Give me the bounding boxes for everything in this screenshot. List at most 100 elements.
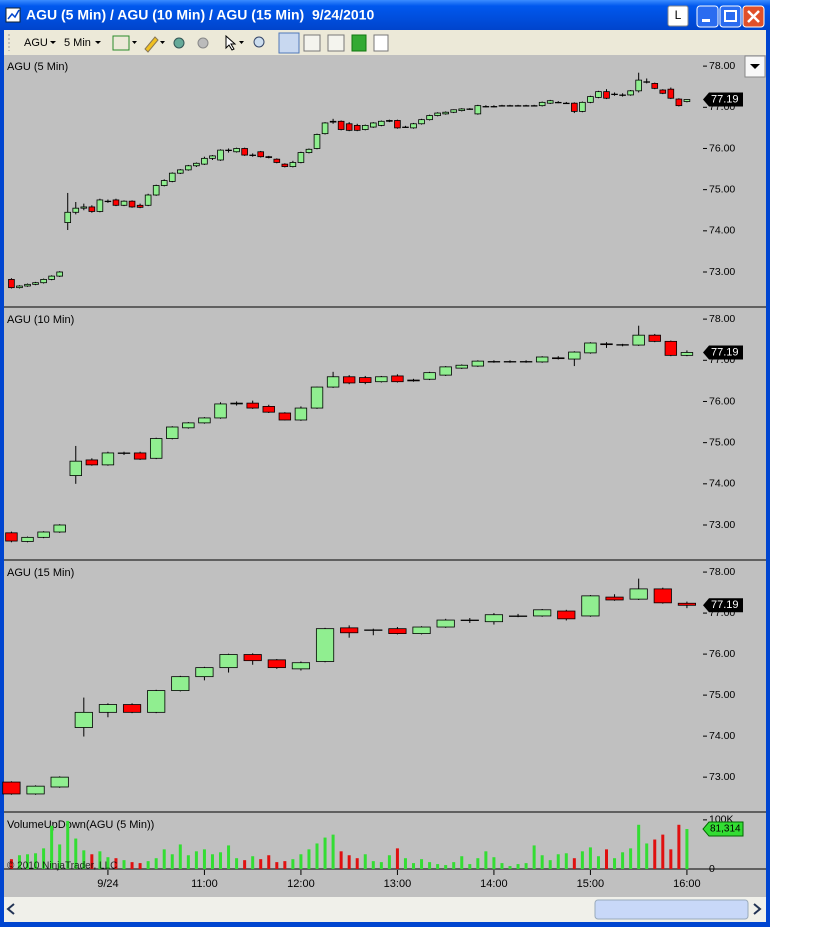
candle-body bbox=[291, 662, 311, 670]
volume-bar bbox=[588, 847, 592, 869]
candle-body bbox=[117, 452, 131, 454]
dropdown-arrow bbox=[160, 41, 165, 44]
candle-body bbox=[342, 376, 356, 384]
volume-bar bbox=[130, 862, 134, 869]
candle-body bbox=[442, 111, 449, 115]
dropdown-arrow bbox=[132, 41, 137, 44]
x-tick-label: 9/24 bbox=[97, 878, 118, 890]
volume-bar bbox=[347, 855, 351, 869]
candle-body bbox=[455, 364, 468, 369]
candle-body bbox=[487, 361, 501, 363]
volume-bar bbox=[580, 851, 584, 869]
volume-bar bbox=[363, 854, 367, 869]
chart-style-button[interactable] bbox=[112, 35, 130, 51]
candle-body bbox=[533, 609, 552, 617]
indicator-button[interactable] bbox=[173, 37, 185, 49]
app-icon-graph bbox=[7, 9, 20, 20]
window-title: AGU (5 Min) / AGU (10 Min) / AGU (15 Min… bbox=[26, 7, 374, 23]
y-tick-label: 76.00 bbox=[709, 142, 735, 154]
candle-body bbox=[361, 125, 369, 130]
last-price-marker bbox=[703, 345, 743, 360]
volume-bar bbox=[323, 837, 327, 869]
candle-body bbox=[48, 275, 55, 280]
volume-bar bbox=[387, 855, 391, 869]
candle-body bbox=[72, 207, 80, 213]
candle-body bbox=[193, 162, 200, 167]
y-tick-label: 73.00 bbox=[709, 266, 735, 278]
chart-trader-button[interactable] bbox=[278, 32, 300, 54]
candle-body bbox=[241, 148, 248, 156]
candle-body bbox=[375, 376, 388, 383]
volume-bar bbox=[572, 858, 576, 869]
scroll-right[interactable] bbox=[753, 903, 762, 915]
volume-bar bbox=[492, 857, 496, 869]
volume-bar bbox=[243, 860, 247, 869]
maximize-button[interactable] bbox=[719, 5, 742, 28]
properties-button[interactable] bbox=[327, 34, 345, 52]
y-tick-label: 73.00 bbox=[709, 519, 735, 531]
strategy-button[interactable] bbox=[197, 37, 209, 49]
volume-bar bbox=[524, 863, 528, 869]
x-tick-label: 15:00 bbox=[577, 878, 605, 890]
candle-body bbox=[305, 148, 313, 153]
panel-menu-arrow bbox=[750, 64, 760, 69]
draw-tool-button[interactable] bbox=[144, 36, 159, 53]
candle-body bbox=[50, 776, 69, 788]
zoom-button[interactable] bbox=[253, 36, 265, 48]
volume-bar bbox=[283, 861, 287, 869]
y-tick-label: 74.00 bbox=[709, 730, 735, 742]
candle-body bbox=[313, 134, 321, 149]
candle-body bbox=[209, 155, 216, 159]
volume-bar bbox=[307, 849, 311, 869]
candle-body bbox=[605, 596, 624, 601]
interval-selector[interactable]: 5 Min bbox=[64, 37, 91, 49]
candle-body bbox=[147, 690, 166, 713]
volume-bar bbox=[275, 862, 279, 869]
candle-body bbox=[168, 172, 176, 182]
scroll-left[interactable] bbox=[6, 903, 15, 915]
volume-bar bbox=[50, 825, 54, 869]
instrument-selector[interactable]: AGU bbox=[24, 37, 48, 49]
volume-bar bbox=[500, 863, 504, 869]
volume-bar bbox=[178, 844, 182, 869]
candle-body bbox=[136, 204, 144, 208]
candle-body bbox=[554, 101, 562, 104]
volume-bar bbox=[379, 862, 383, 869]
minimize-button[interactable] bbox=[696, 5, 719, 28]
volume-bar bbox=[154, 858, 158, 869]
volume-bar bbox=[428, 862, 432, 869]
candle-body bbox=[394, 120, 401, 129]
volume-bar bbox=[460, 856, 464, 869]
candle-body bbox=[659, 89, 667, 94]
candle-body bbox=[538, 101, 546, 107]
candle-body bbox=[474, 105, 482, 115]
candle-body bbox=[595, 91, 602, 98]
candle-body bbox=[171, 676, 190, 692]
volume-bar bbox=[42, 848, 46, 869]
chart-area bbox=[4, 55, 766, 897]
candle-body bbox=[98, 704, 118, 713]
orders-button[interactable] bbox=[351, 34, 367, 52]
y-tick-label: 74.00 bbox=[709, 478, 735, 490]
candle-body bbox=[249, 154, 256, 156]
link-button[interactable] bbox=[667, 5, 689, 27]
pointer-button[interactable] bbox=[225, 34, 237, 51]
candle-body bbox=[410, 123, 417, 129]
candle-body bbox=[32, 282, 39, 285]
volume-bar bbox=[436, 864, 440, 869]
candle-body bbox=[584, 342, 597, 354]
volume-bar bbox=[267, 855, 271, 869]
candle-body bbox=[64, 211, 72, 223]
candle-body bbox=[651, 83, 659, 89]
y-tick-label: 0 bbox=[709, 863, 715, 875]
volume-bar bbox=[186, 855, 190, 869]
volume-bar bbox=[564, 853, 568, 869]
volume-bar bbox=[371, 861, 375, 869]
data-box-button[interactable] bbox=[303, 34, 321, 52]
panels-button[interactable] bbox=[373, 34, 389, 52]
candle-body bbox=[246, 402, 259, 409]
minimize-icon bbox=[702, 19, 710, 22]
scrollbar-thumb[interactable] bbox=[594, 899, 749, 920]
candle-body bbox=[490, 106, 498, 108]
candle-body bbox=[310, 386, 324, 409]
